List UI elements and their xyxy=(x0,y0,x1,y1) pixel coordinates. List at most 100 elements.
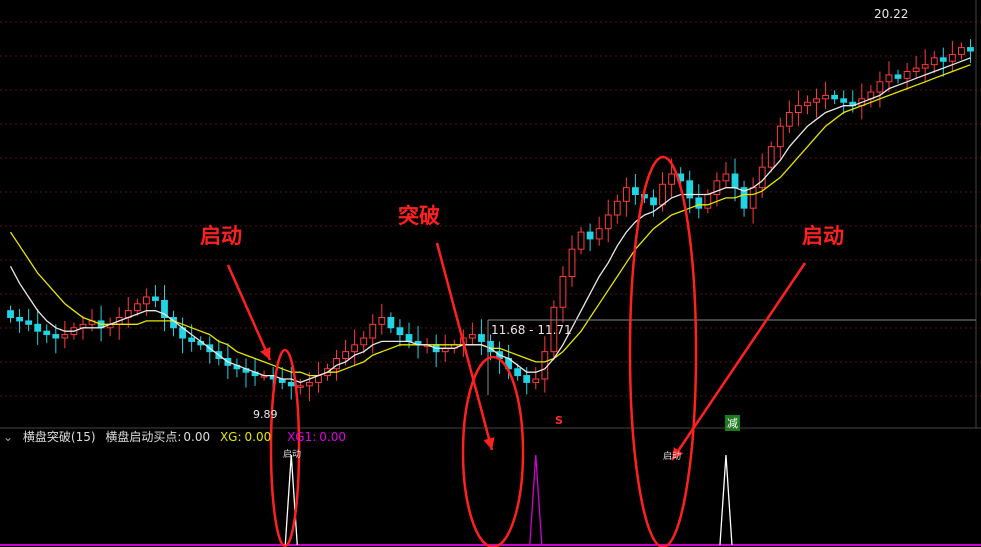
candle-body xyxy=(577,231,585,250)
price-high-label: 20.22 xyxy=(874,7,909,21)
xg-value: 0.00 xyxy=(244,430,272,444)
candle-body xyxy=(514,368,522,377)
candle-body xyxy=(921,64,929,69)
candle-body xyxy=(559,276,567,308)
candle-body xyxy=(749,187,757,209)
candle-body xyxy=(631,187,639,196)
arrow-start-left-head xyxy=(260,347,271,360)
candle-body xyxy=(161,299,168,318)
candle-body xyxy=(16,317,23,322)
candle-body xyxy=(903,71,911,79)
candle-body xyxy=(586,231,594,240)
candle-body xyxy=(967,47,974,52)
candle-body xyxy=(351,344,359,353)
xg1-label-text: XG1: xyxy=(287,430,317,444)
indicator-peak xyxy=(719,454,733,546)
candle-body xyxy=(541,351,549,380)
annotation-start-right: 启动 xyxy=(802,224,844,248)
candle-body xyxy=(34,323,42,332)
candle-body xyxy=(894,74,902,79)
candle-body xyxy=(650,197,657,206)
candle-body xyxy=(478,334,485,342)
candle-body xyxy=(659,183,666,206)
arrow-start-right-head xyxy=(672,447,684,460)
candle-body xyxy=(52,334,60,339)
candle-body xyxy=(142,296,150,305)
peak-label-right: 启动 xyxy=(663,452,682,462)
candle-body xyxy=(958,47,965,55)
indicator-bar: ⌄ 横盘突破(15) 横盘启动买点: 0.00 XG: 0.00 XG1: 0.00 xyxy=(0,428,981,446)
candle-body xyxy=(405,334,413,342)
candle-body xyxy=(831,94,839,100)
annotation-start-left: 启动 xyxy=(200,224,242,248)
indicator-name[interactable]: 横盘突破(15) xyxy=(22,430,96,444)
candle-body xyxy=(61,334,69,339)
candle-body xyxy=(342,351,350,359)
annotation-breakout: 突破 xyxy=(398,204,440,228)
candle-body xyxy=(713,180,721,195)
xg1-value: 0.00 xyxy=(319,430,346,444)
candle-body xyxy=(776,125,784,148)
price-low-label: 9.89 xyxy=(253,408,278,421)
candle-body xyxy=(668,173,676,185)
candle-body xyxy=(785,112,793,127)
candle-body xyxy=(722,173,730,182)
candle-body xyxy=(885,74,893,83)
candle-body xyxy=(25,320,33,325)
candle-body xyxy=(822,94,829,100)
candle-body xyxy=(133,303,141,312)
candle-body xyxy=(595,228,603,240)
candle-body xyxy=(939,57,947,62)
candle-body xyxy=(188,337,196,342)
candle-body xyxy=(387,317,395,329)
candle-body xyxy=(550,306,558,353)
candle-body xyxy=(378,317,386,325)
candle-body xyxy=(7,310,14,318)
sell-signal-mark: S xyxy=(555,414,563,427)
candle-body xyxy=(695,197,703,209)
candle-body xyxy=(740,187,748,209)
arrow-breakout xyxy=(435,242,494,451)
highlight-ellipse-start-right xyxy=(628,155,698,547)
candle-body xyxy=(43,330,51,336)
candle-body xyxy=(152,296,159,301)
candle-body xyxy=(622,187,630,202)
candle-body xyxy=(360,337,368,346)
indicator-peak xyxy=(529,454,543,546)
candle-body xyxy=(523,375,531,383)
candle-body xyxy=(795,105,802,113)
indicator-collapse-icon[interactable]: ⌄ xyxy=(3,430,14,444)
arrow-start-right xyxy=(670,262,807,461)
candle-body xyxy=(758,166,766,189)
candle-body xyxy=(840,98,848,103)
candle-body xyxy=(948,53,956,62)
candle-body xyxy=(731,173,739,189)
candle-body xyxy=(305,381,313,387)
ma-white-line xyxy=(9,57,971,384)
candle-body xyxy=(468,334,476,339)
candle-body xyxy=(532,378,540,383)
candle-body xyxy=(876,81,884,93)
candle-body xyxy=(613,200,621,216)
candle-body xyxy=(804,101,811,107)
candle-body xyxy=(912,67,920,73)
candle-body xyxy=(686,180,694,199)
candle-body xyxy=(369,323,377,339)
buy-point-label: 横盘启动买点: 0.00 xyxy=(105,430,216,444)
peak-label-left: 启动 xyxy=(283,450,302,460)
arrow-start-left xyxy=(226,264,272,361)
candle-body xyxy=(704,194,712,209)
candle-body xyxy=(813,98,820,103)
xg1-label: XG1: 0.00 xyxy=(287,430,352,444)
highlight-ellipse-breakout xyxy=(461,355,525,547)
buy-point-label-text: 横盘启动买点: xyxy=(105,430,182,444)
xg-label-text: XG: xyxy=(219,430,242,444)
candle-body xyxy=(287,381,295,387)
candle-body xyxy=(396,327,404,336)
buy-point-value: 0.00 xyxy=(183,430,211,444)
xg-label: XG: 0.00 xyxy=(220,430,277,444)
candle-body xyxy=(930,57,938,66)
candle-body xyxy=(296,385,304,388)
